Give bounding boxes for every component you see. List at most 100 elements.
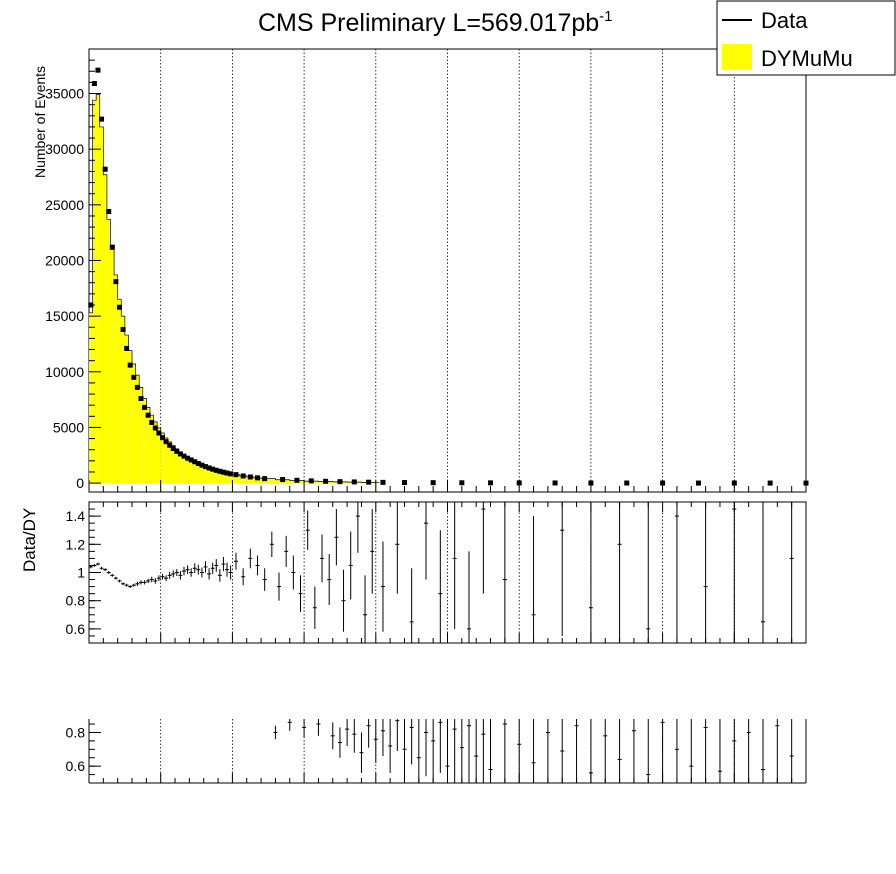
data-point (159, 435, 165, 441)
main-y-tick-label: 35000 (45, 86, 84, 102)
data-point (308, 478, 314, 484)
dy-bar (106, 219, 111, 484)
data-point (430, 480, 436, 486)
dy-bar (189, 459, 193, 484)
main-y-tick-label: 0 (76, 475, 84, 491)
dy-bar (114, 274, 118, 484)
lower-ratio-points (273, 719, 794, 783)
main-y-tick-label: 10000 (45, 364, 84, 380)
chart-title-superscript: -1 (599, 8, 612, 25)
data-point (131, 374, 137, 380)
data-point (224, 470, 230, 476)
y-axis-label: Number of Events (32, 66, 48, 178)
data-point (152, 425, 158, 431)
dy-bar (200, 464, 204, 484)
data-points (88, 67, 809, 486)
lower-y-tick-label: 0.6 (66, 758, 86, 774)
data-point (401, 480, 407, 486)
ratio-y-tick-label: 1.2 (66, 536, 86, 552)
dy-bar (178, 451, 183, 484)
data-point (380, 479, 386, 485)
dy-bar (124, 335, 129, 484)
legend: Data DYMuMu (716, 0, 896, 76)
dy-bar (210, 468, 215, 484)
data-point (127, 362, 133, 368)
legend-dymumu-swatch (722, 44, 752, 70)
dy-bar (92, 100, 97, 484)
main-plot-panel: 0 5000 10000 15000 20000 25000 30000 35000 Numb… (32, 48, 809, 493)
data-point (134, 384, 140, 390)
data-point (210, 466, 216, 472)
dy-bar (153, 421, 158, 484)
dy-bar (185, 456, 190, 484)
data-point (767, 480, 773, 486)
ratio-y-tick-label: 1.4 (66, 508, 86, 524)
data-point (181, 453, 187, 459)
chart-title-group: CMS Preliminary L=569.017pb-1 (258, 8, 613, 37)
ratio-points (88, 502, 794, 643)
lower-plot-panel: 0.6 0.8 (66, 719, 807, 784)
data-point (213, 467, 219, 473)
data-point (247, 474, 253, 480)
ratio-y-axis-label: Data/DY (20, 508, 39, 572)
data-point (192, 459, 198, 465)
dy-bar (132, 363, 136, 484)
dy-bar (182, 454, 186, 484)
dy-bar (157, 427, 161, 484)
data-point (91, 81, 97, 87)
dy-bar (218, 470, 222, 484)
ratio-y-tick-label: 1 (77, 565, 85, 581)
data-point (113, 279, 119, 285)
data-point (337, 479, 343, 485)
dy-bar (192, 461, 197, 484)
main-y-tick-label: 5000 (53, 419, 84, 435)
data-point (109, 244, 115, 250)
data-point (233, 472, 239, 478)
data-point (124, 345, 130, 351)
ratio-y-tick-label: 0.8 (66, 593, 86, 609)
lower-y-ticks: 0.6 0.8 (66, 723, 101, 776)
dy-bar (228, 473, 233, 484)
dy-bar (99, 126, 104, 484)
data-point (170, 446, 176, 452)
data-point (206, 465, 212, 471)
data-point (188, 457, 194, 463)
dy-bar (203, 466, 208, 484)
main-y-tick-label: 25000 (45, 197, 84, 213)
data-point (120, 326, 126, 332)
dy-bar (110, 249, 115, 484)
ratio-y-ticks: 0.6 0.8 1 1.2 1.4 (66, 508, 101, 637)
ratio-x-ticks (88, 502, 807, 643)
dy-bar (171, 445, 176, 484)
data-point (624, 480, 630, 486)
data-point (280, 477, 286, 483)
dy-bar (214, 469, 219, 484)
dy-bar (239, 475, 247, 484)
data-point (488, 480, 494, 486)
data-point (138, 396, 144, 402)
data-point (195, 461, 201, 467)
dy-bar (117, 299, 122, 484)
dy-bar (261, 478, 276, 484)
ratio-plot-panel: 0.6 0.8 1 1.2 1.4 Data/DY (20, 501, 807, 644)
data-point (99, 116, 105, 122)
dy-bar (103, 174, 107, 484)
data-point (116, 304, 122, 310)
data-point (459, 480, 465, 486)
legend-data-label: Data (761, 8, 808, 33)
dy-bar (246, 476, 254, 484)
dy-bar (128, 350, 133, 484)
dy-bar (221, 471, 226, 484)
data-point (695, 480, 701, 486)
main-y-tick-label: 15000 (45, 308, 84, 324)
data-point (199, 462, 205, 468)
data-point (167, 442, 173, 448)
main-y-tick-label: 20000 (45, 252, 84, 268)
dy-bar (225, 472, 229, 484)
dy-bar (142, 398, 147, 484)
dy-bar (253, 477, 262, 484)
data-point (254, 475, 260, 481)
dy-bar (175, 448, 179, 484)
data-point (323, 478, 329, 484)
